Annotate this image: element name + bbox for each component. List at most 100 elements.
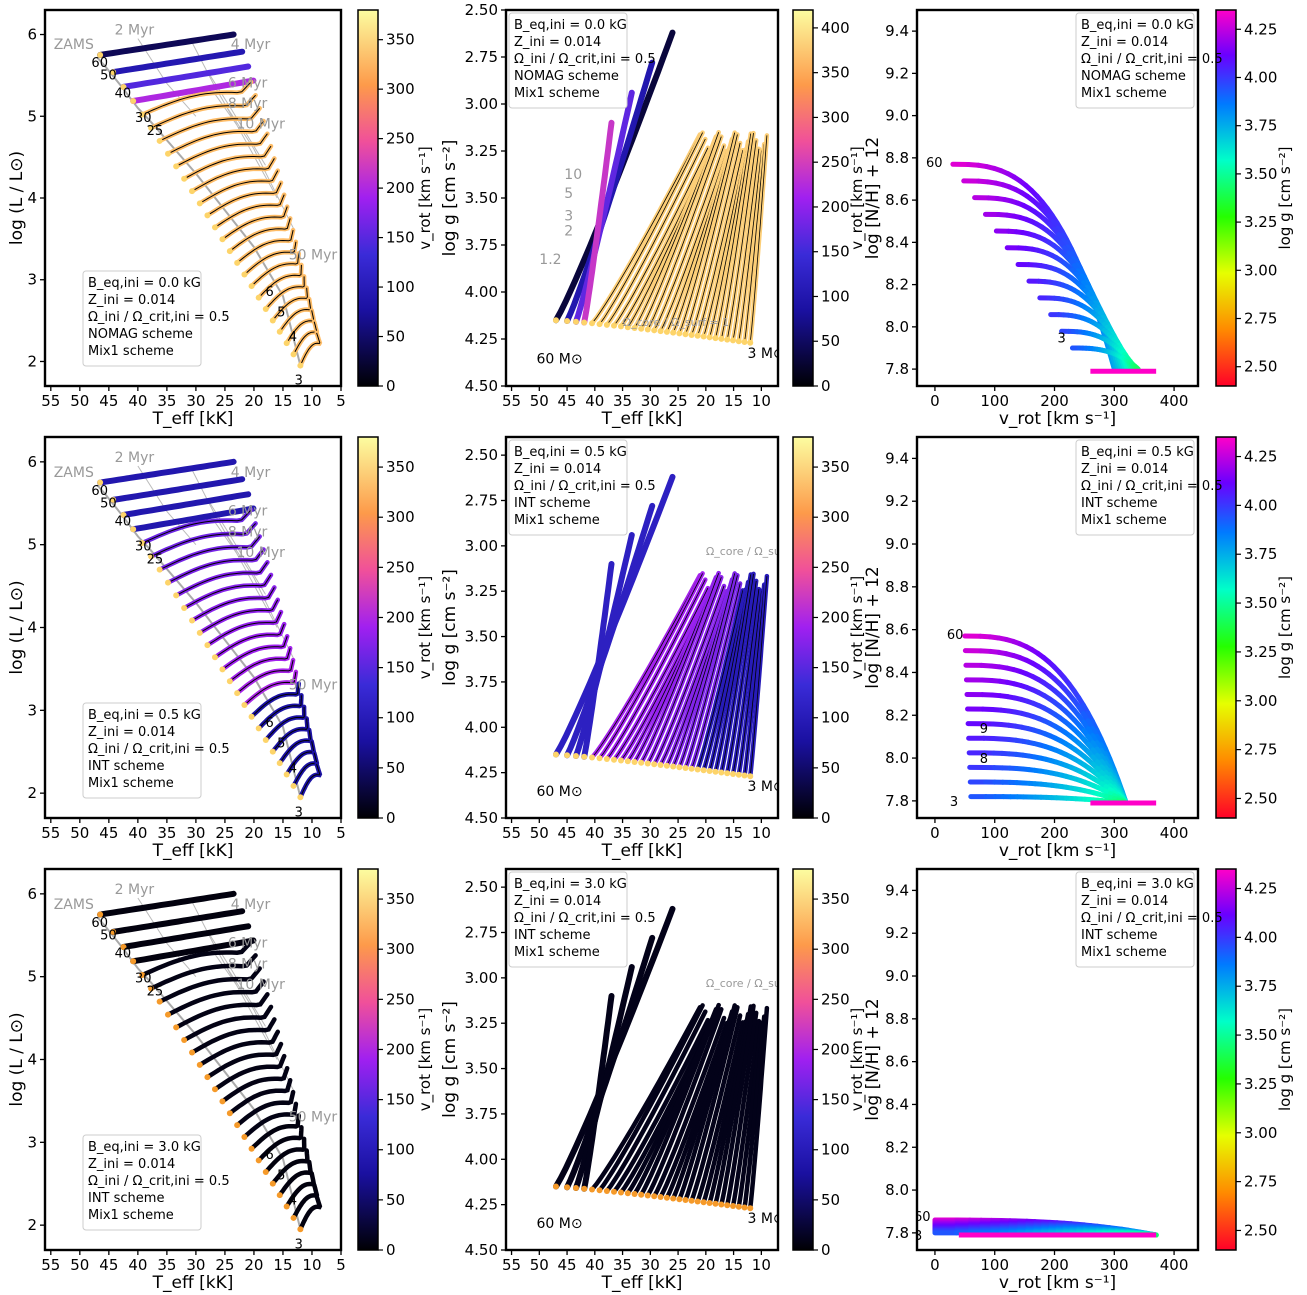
track-start xyxy=(241,701,248,708)
track-start xyxy=(694,332,701,339)
x-tick-label: 55 xyxy=(41,1256,60,1274)
x-tick-label: 30 xyxy=(186,392,205,410)
track-start xyxy=(283,1203,290,1210)
track-line xyxy=(173,992,270,1030)
x-tick-label: 0 xyxy=(930,824,940,842)
track-start xyxy=(651,761,658,768)
y-tick-label: 6 xyxy=(27,453,37,471)
track-core xyxy=(265,706,305,741)
y-tick-label: 4.00 xyxy=(465,1150,498,1168)
legend-entry: INT scheme xyxy=(1081,928,1157,943)
track-start xyxy=(297,1226,304,1233)
mass-label: 50 xyxy=(100,928,117,943)
track-core xyxy=(591,575,701,758)
track-start xyxy=(97,51,104,58)
track-core xyxy=(726,580,757,774)
colorbar-tick-label: 0 xyxy=(821,809,831,827)
track-start xyxy=(130,526,137,533)
y-axis-label: log g [cm s⁻²] xyxy=(440,569,460,686)
colorbar xyxy=(1215,9,1237,387)
track-core xyxy=(265,276,305,310)
track-core xyxy=(229,648,291,682)
mass-label: 40 xyxy=(115,86,132,101)
track-start xyxy=(97,479,104,486)
y-tick-label: 6 xyxy=(27,26,37,44)
x-tick-label: 50 xyxy=(530,824,549,842)
x-tick-label: 10 xyxy=(302,1256,321,1274)
colorbar-tick-label: 2.50 xyxy=(1244,789,1277,807)
legend-entry: Z_ini = 0.014 xyxy=(88,1157,175,1172)
colorbar xyxy=(357,9,379,387)
track-core xyxy=(660,150,728,332)
track-core xyxy=(744,584,765,776)
mass-label: 40 xyxy=(115,515,132,530)
track-start xyxy=(638,325,645,332)
isochrone-label: 10 Myr xyxy=(237,545,286,561)
colorbar-tick-label: 100 xyxy=(821,287,850,305)
track-start xyxy=(196,1061,203,1068)
track-line xyxy=(249,1113,301,1151)
x-tick-label: 50 xyxy=(70,392,89,410)
y-tick-label: 4 xyxy=(27,619,37,637)
track-start xyxy=(741,1204,748,1211)
track-start xyxy=(663,328,670,335)
track-start xyxy=(663,762,670,769)
track-start xyxy=(196,629,203,636)
track-start xyxy=(156,566,163,573)
kiel-annotation: 3 M⊙ xyxy=(747,346,784,362)
colorbar-tick-label: 4.25 xyxy=(1244,448,1277,466)
kiel-annotation: 3 M⊙ xyxy=(747,1211,784,1227)
track-core xyxy=(214,623,285,658)
track-start xyxy=(189,188,196,195)
legend-entry: Mix1 scheme xyxy=(1081,513,1167,528)
x-tick-label: 40 xyxy=(585,824,604,842)
colorbar-tick-label: 2.50 xyxy=(1244,358,1277,376)
isochrone-label: 50 Myr xyxy=(289,247,338,263)
track-start xyxy=(130,958,137,965)
legend-entry: INT scheme xyxy=(88,1191,164,1206)
legend-entry: INT scheme xyxy=(1081,496,1157,511)
x-tick-label: 45 xyxy=(99,824,118,842)
y-axis-label: log [N/H] + 12 xyxy=(863,137,883,260)
x-tick-label: 45 xyxy=(558,824,577,842)
colorbar-tick-label: 150 xyxy=(386,1091,415,1109)
colorbar-tick-label: 150 xyxy=(386,659,415,677)
legend-entry: Mix1 scheme xyxy=(1081,945,1167,960)
colorbar-tick-label: 300 xyxy=(386,508,415,526)
y-axis-label: log (L / L⊙) xyxy=(7,580,27,674)
y-tick-label: 3.00 xyxy=(465,95,498,113)
y-tick-label: 9.4 xyxy=(885,881,909,899)
track-start xyxy=(110,928,117,935)
track-start xyxy=(120,83,127,90)
track-start xyxy=(564,752,571,759)
x-tick-label: 200 xyxy=(1040,392,1069,410)
y-axis-label: log [N/H] + 12 xyxy=(863,566,883,689)
x-tick-label: 45 xyxy=(99,392,118,410)
kiel-annotation: Ω_core / Ω_surf = 1 xyxy=(706,977,813,990)
y-tick-label: 5 xyxy=(27,536,37,554)
x-tick-label: 25 xyxy=(215,824,234,842)
y-tick-label: 8.4 xyxy=(885,1095,909,1113)
colorbar-tick-label: 3.50 xyxy=(1244,1026,1277,1044)
y-tick-label: 9.2 xyxy=(885,64,909,82)
track-start xyxy=(297,794,304,801)
track-start xyxy=(173,592,180,599)
legend-entry: Z_ini = 0.014 xyxy=(1081,894,1168,909)
track-line xyxy=(130,505,257,533)
isochrone-label: ZAMS xyxy=(54,897,94,913)
track-line xyxy=(165,979,266,1017)
colorbar-tick-label: 3.50 xyxy=(1244,594,1277,612)
mass-label: 5 xyxy=(277,737,285,752)
x-axis-label: v_rot [km s⁻¹] xyxy=(999,1273,1116,1293)
isochrone-label: 8 Myr xyxy=(228,524,268,540)
colorbar-tick-label: 2.75 xyxy=(1244,1173,1277,1191)
track-start xyxy=(139,111,146,118)
legend-entry: INT scheme xyxy=(514,928,590,943)
colorbar-tick-label: 150 xyxy=(821,243,850,261)
x-axis-label: T_eff [kK] xyxy=(601,409,683,429)
y-tick-label: 4.25 xyxy=(465,330,498,348)
isochrone-line xyxy=(137,897,197,978)
track-start xyxy=(164,1011,171,1018)
y-tick-label: 2 xyxy=(27,352,37,370)
track-core xyxy=(679,132,736,334)
